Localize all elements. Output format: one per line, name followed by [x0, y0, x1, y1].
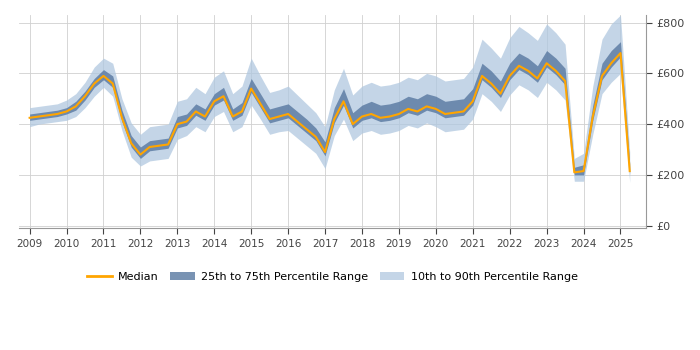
Legend: Median, 25th to 75th Percentile Range, 10th to 90th Percentile Range: Median, 25th to 75th Percentile Range, 1…	[83, 268, 582, 287]
